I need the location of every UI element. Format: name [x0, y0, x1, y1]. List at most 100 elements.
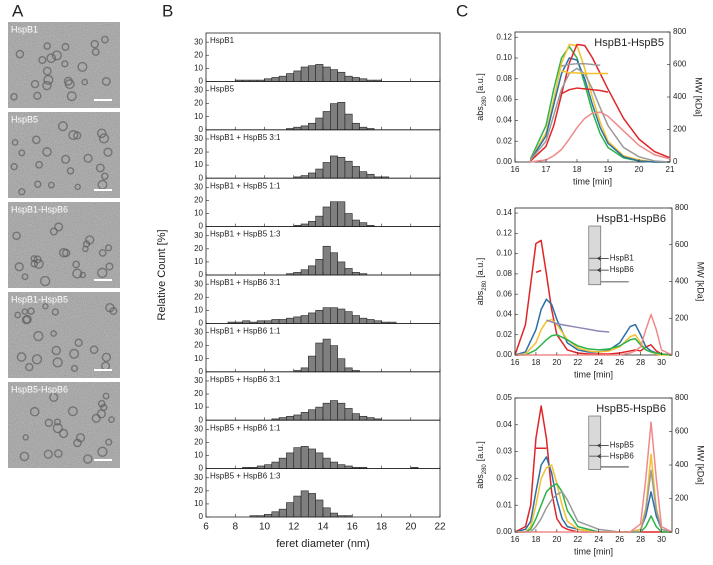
x-tick-label: 20 — [552, 358, 561, 367]
y-axis-label-unit: [a.u.] — [475, 441, 485, 461]
bar — [337, 464, 346, 469]
em-particle — [91, 48, 100, 56]
y-tick-label: 0.00 — [496, 157, 512, 166]
bar — [315, 342, 324, 373]
series-line — [514, 405, 672, 533]
bar — [286, 415, 295, 421]
em-particle — [69, 348, 80, 359]
series-line — [515, 421, 673, 533]
y-tick-label: 10 — [194, 209, 203, 218]
bar — [300, 66, 309, 82]
bar — [337, 358, 346, 373]
em-particle — [66, 167, 75, 175]
y-tick-label: 0 — [199, 464, 204, 473]
y-tick-label: 0.08 — [496, 74, 512, 83]
bar — [308, 172, 316, 179]
y-tick-label: 0.10 — [496, 249, 512, 258]
y-axis-label: Relative Count [%] — [156, 229, 168, 320]
series-line — [529, 67, 671, 163]
em-particle — [46, 53, 57, 64]
x-tick-label: 21 — [666, 165, 675, 174]
x-tick-label: 24 — [594, 358, 603, 367]
y-tick-label: 0 — [199, 270, 204, 279]
y-tick-label: 0 — [199, 415, 204, 424]
em-particle — [61, 60, 69, 68]
y-tick-label: 20 — [194, 244, 203, 253]
em-particle — [22, 434, 29, 441]
y-tick-label: 0 — [199, 367, 204, 376]
em-particle — [51, 345, 62, 356]
x-tick-label: 16 — [511, 165, 520, 174]
series-line — [514, 456, 673, 533]
x-tick-label: 17 — [542, 165, 551, 174]
bar — [359, 171, 368, 179]
y2-axis-label: MW [kDa] — [696, 445, 706, 485]
bar — [330, 345, 338, 373]
em-particle — [83, 454, 93, 464]
em-grain — [8, 292, 120, 378]
y-tick-label: 0.05 — [496, 393, 512, 402]
bar — [300, 490, 309, 518]
y-tick-label: 30 — [194, 86, 203, 95]
em-particle — [50, 330, 58, 337]
y2-tick-label: 200 — [675, 313, 689, 322]
em-particle — [105, 438, 113, 446]
bar — [366, 173, 375, 179]
bar — [344, 113, 353, 131]
bar — [337, 402, 346, 421]
gel-label: HspB6 — [610, 451, 635, 460]
em-particle — [105, 262, 114, 271]
x-tick-label: 20 — [405, 522, 417, 533]
series-line — [529, 43, 671, 162]
series-line — [535, 269, 542, 274]
gel-arrow — [597, 256, 609, 261]
em-particle — [33, 91, 42, 100]
y-tick-label: 0.04 — [496, 116, 512, 125]
y-tick-label: 10 — [194, 112, 203, 121]
x-tick-label: 20 — [552, 535, 561, 544]
y-axis-label-main: abs — [475, 474, 485, 489]
bar — [300, 125, 309, 131]
bar — [308, 65, 316, 82]
bar — [330, 103, 338, 131]
y-tick-label: 30 — [194, 328, 203, 337]
bar — [286, 502, 295, 518]
em-label: HspB5-HspB6 — [11, 384, 68, 394]
x-tick-label: 8 — [232, 522, 238, 533]
subplot-label: HspB5 + HspB6 1:3 — [210, 472, 281, 481]
bar — [315, 499, 324, 518]
x-tick-label: 28 — [636, 358, 645, 367]
y-tick-label: 20 — [194, 147, 203, 156]
gel-lane — [588, 415, 602, 470]
em-particle — [27, 307, 35, 315]
em-particle — [53, 449, 63, 458]
bar — [300, 367, 309, 373]
em-particle — [89, 345, 99, 355]
gel-arrow — [597, 267, 609, 273]
em-particle — [42, 66, 52, 76]
bar — [366, 319, 375, 324]
em-particle — [97, 399, 106, 408]
y2-tick-label: 600 — [675, 240, 689, 249]
bar — [300, 315, 309, 324]
em-particle — [63, 76, 73, 86]
bar — [308, 493, 316, 518]
bar — [359, 415, 368, 421]
x-tick-label: 16 — [511, 535, 520, 544]
bar — [308, 355, 316, 373]
bar — [322, 111, 331, 131]
series-line — [561, 62, 601, 67]
em-particle — [14, 262, 24, 272]
y-tick-label: 0 — [199, 512, 204, 521]
em-particle — [29, 406, 40, 417]
bar — [286, 452, 295, 469]
em-particle — [54, 222, 64, 232]
bar — [344, 408, 353, 421]
em-particle — [61, 154, 71, 164]
panel-label: A — [12, 1, 24, 20]
em-particle — [74, 183, 81, 191]
y-tick-label: 0.12 — [496, 32, 512, 41]
x-tick-label: 26 — [615, 358, 624, 367]
subplot-label: HspB5 — [210, 85, 235, 94]
